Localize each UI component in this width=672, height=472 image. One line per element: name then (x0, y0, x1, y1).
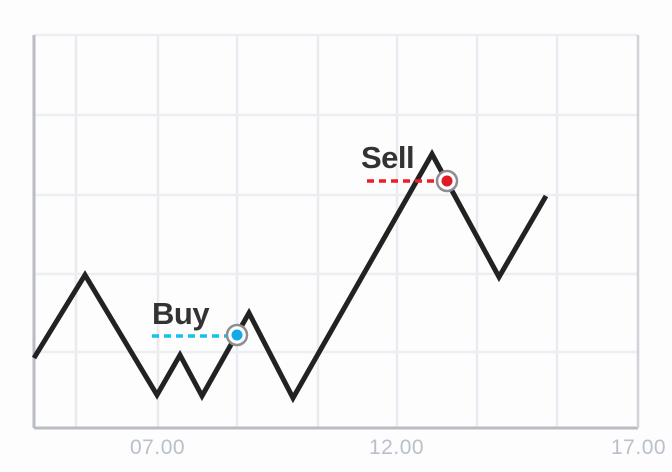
sell-marker[interactable] (435, 169, 459, 193)
sell-label: Sell (361, 140, 415, 175)
x-tick-label-07: 07.00 (130, 436, 186, 459)
grid-vertical (74, 35, 559, 428)
x-tick-label-12: 12.00 (369, 436, 425, 459)
buy-label: Buy (152, 296, 210, 331)
grid-horizontal (34, 33, 638, 354)
price-line (31, 148, 549, 404)
buy-marker-dot (231, 329, 243, 341)
buy-marker[interactable] (225, 323, 249, 347)
sell-marker-dot (441, 175, 453, 187)
axis-lines (32, 35, 640, 430)
x-tick-label-17: 17.00 (611, 436, 667, 459)
